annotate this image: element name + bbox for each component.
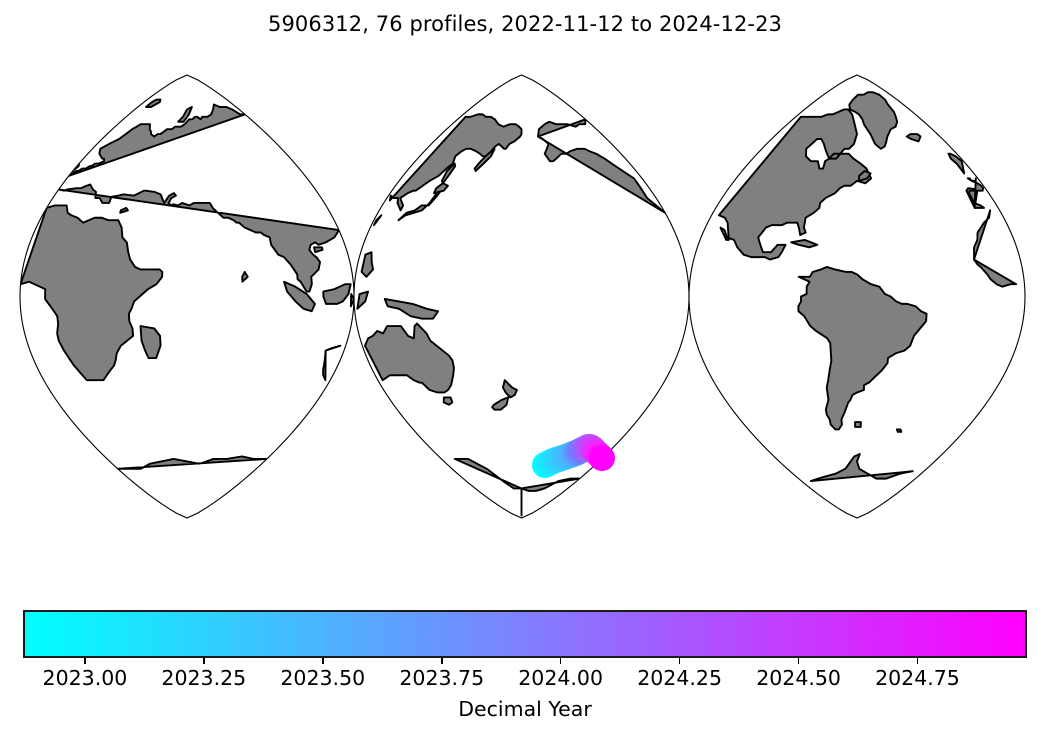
land-polygon — [139, 325, 162, 359]
profile-markers[interactable] — [532, 434, 615, 478]
land-polygon — [322, 349, 327, 382]
colorbar-axis-label: Decimal Year — [458, 697, 592, 721]
colorbar-tick-label: 2024.75 — [875, 666, 960, 690]
land-polygon — [442, 396, 454, 406]
colorbar-tick-mark — [797, 658, 800, 664]
world-map[interactable] — [13, 60, 1037, 530]
colorbar-tick-label: 2024.25 — [637, 666, 722, 690]
map-axes[interactable] — [13, 60, 1037, 530]
colorbar-tick-label: 2023.50 — [280, 666, 366, 690]
colorbar-tick-mark — [321, 658, 324, 664]
land-polygon — [848, 91, 899, 150]
colorbar-tick-mark — [440, 658, 443, 664]
colorbar-tick-label: 2024.50 — [756, 666, 841, 690]
land-polygon — [241, 270, 249, 283]
land-polygon — [537, 135, 667, 214]
lobe-boundary — [19, 74, 355, 519]
lobe-boundary — [353, 74, 690, 519]
colorbar-tick-label: 2023.25 — [161, 666, 247, 690]
land-polygon — [356, 290, 369, 310]
land-polygon — [520, 477, 581, 492]
land-polygon — [905, 133, 922, 143]
land-polygon — [177, 106, 193, 123]
land-polygon — [116, 455, 268, 470]
land-polygon — [473, 147, 496, 172]
land-polygon — [57, 183, 340, 293]
colorbar-tick-mark — [678, 658, 681, 664]
land-polygon — [501, 379, 518, 399]
land-polygon — [119, 206, 129, 214]
profile-marker[interactable] — [589, 445, 615, 471]
land-polygon — [364, 322, 455, 394]
land-polygon — [797, 266, 928, 431]
colorbar-tick-label: 2024.00 — [518, 666, 604, 690]
colorbar-tick-axis: 2023.00 2023.25 2023.50 2023.75 2024.00 2024.… — [23, 658, 1027, 692]
land-polygon — [858, 170, 872, 182]
land-polygon — [441, 162, 457, 185]
land-polygon — [895, 428, 903, 433]
land-polygon — [453, 457, 523, 517]
lobe-outlines — [19, 74, 1026, 519]
land-polygon — [966, 177, 986, 209]
colorbar-tick-label: 2023.00 — [42, 666, 128, 690]
land-polygon — [973, 258, 1018, 288]
land-polygon — [145, 98, 162, 108]
land-polygon — [973, 209, 992, 261]
land-polygon — [383, 298, 440, 320]
colorbar[interactable] — [23, 610, 1027, 658]
land-polygon — [947, 152, 966, 175]
lobe-interior — [354, 75, 689, 518]
colorbar-tick-mark — [559, 658, 562, 664]
land-polygon — [20, 204, 164, 382]
land-polygon — [537, 118, 587, 138]
land-polygon — [324, 344, 342, 352]
colorbar-tick-mark — [203, 658, 205, 664]
land-polygon — [790, 238, 819, 249]
lobe-boundary — [688, 74, 1026, 519]
land-polygon — [313, 246, 324, 254]
colorbar-tick-mark — [84, 658, 86, 664]
land-polygon — [322, 283, 352, 305]
land-polygon — [67, 103, 246, 177]
landmasses — [20, 91, 1018, 517]
land-polygon — [809, 453, 914, 483]
land-polygon — [349, 293, 354, 308]
land-polygon — [491, 396, 510, 411]
land-polygon — [283, 280, 316, 313]
colorbar-tick-mark — [916, 658, 919, 664]
land-polygon — [717, 108, 873, 261]
land-polygon — [360, 251, 374, 278]
page-title: 5906312, 76 profiles, 2022-11-12 to 2024… — [267, 12, 782, 36]
lobe-interior — [20, 75, 354, 518]
colorbar-gradient — [25, 612, 1025, 656]
land-polygon — [372, 214, 383, 227]
land-polygon — [854, 421, 862, 428]
land-polygon — [433, 182, 449, 195]
colorbar-tick-label: 2023.75 — [399, 666, 485, 690]
